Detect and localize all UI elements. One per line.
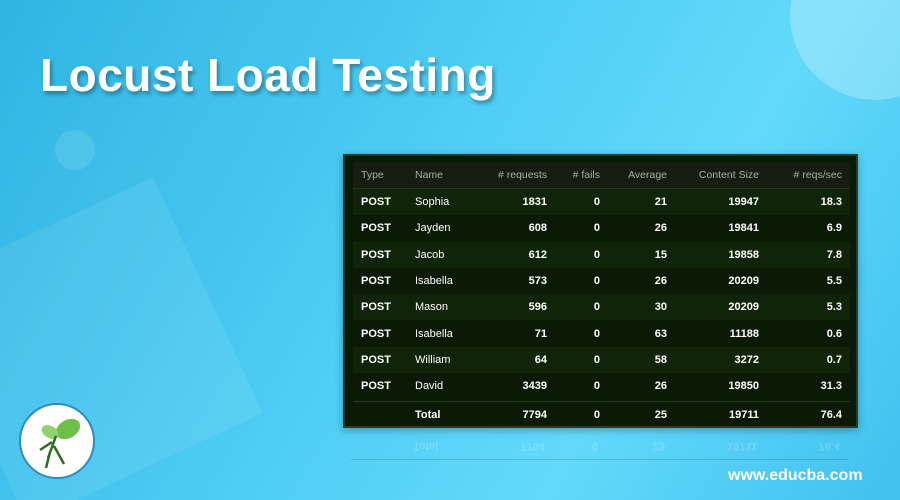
cell: 7.8	[826, 248, 842, 261]
cell: 20209	[728, 274, 759, 287]
table-row: POST Jacob 612 0 15 19858 7.8	[353, 241, 850, 268]
cell: 20209	[728, 301, 759, 314]
total-cell: 19711	[727, 440, 757, 452]
cell: 612	[528, 248, 547, 261]
cell: 0.6	[826, 327, 842, 340]
total-cell: 7794	[522, 409, 547, 422]
cell: 15	[654, 248, 667, 261]
table-row: POST Sophia 1831 0 21 19947 18.3	[353, 189, 850, 215]
cell: 19947	[728, 196, 759, 208]
total-cell: 19711	[729, 409, 759, 422]
cell: POST	[361, 222, 391, 235]
cell: 30	[654, 301, 667, 314]
cell: Jayden	[415, 222, 451, 235]
decor-circle	[55, 130, 95, 170]
decor-circle	[790, 0, 900, 100]
cell: POST	[361, 380, 391, 393]
total-cell: 25	[652, 440, 665, 452]
total-cell: 0	[593, 409, 600, 422]
cell: Mason	[415, 301, 449, 314]
cell: 64	[534, 353, 547, 366]
website: www.educba.com	[728, 467, 863, 484]
cell: 608	[528, 222, 547, 235]
cell: 18.3	[820, 196, 842, 208]
table: Type Name # requests # fails Average Content …	[343, 154, 858, 428]
total-row: Total 7794 0 25 19711 76.4	[351, 433, 848, 460]
cell: 19850	[728, 380, 759, 393]
cell: 11188	[729, 327, 759, 340]
cell: 0	[593, 301, 600, 314]
cell: 3439	[522, 380, 547, 393]
column-header: Name	[415, 169, 444, 181]
total-cell: Total	[415, 409, 441, 422]
title: Locust Load Testing	[40, 49, 496, 101]
table-row: POST David 3439 0 26 19850 31.3	[353, 373, 850, 400]
cell: POST	[361, 353, 391, 366]
cell: David	[415, 380, 444, 393]
total-cell: 0	[591, 440, 598, 452]
total-row: Total 7794 0 25 19711 76.4	[353, 401, 850, 428]
cell: Sophia	[415, 196, 450, 208]
cell: 0	[593, 222, 600, 235]
cell: 63	[654, 327, 667, 340]
total-cell: 25	[654, 409, 667, 422]
cell: 596	[528, 301, 547, 314]
cell: Isabella	[415, 274, 453, 287]
cell: 26	[654, 380, 667, 393]
cell: 26	[654, 222, 667, 235]
header-row: Type Name # requests # fails Average Content …	[353, 162, 850, 189]
cell: 31.3	[820, 380, 842, 393]
table-row: POST Mason 596 0 30 20209 5.3	[353, 294, 850, 321]
cell: 5.3	[826, 301, 842, 314]
total-cell: Total	[413, 440, 439, 452]
table-row: POST Isabella 573 0 26 20209 5.5	[353, 267, 850, 294]
cell: 19841	[728, 222, 759, 235]
cell: 0	[593, 327, 600, 340]
cell: 21	[654, 196, 667, 208]
column-header: Content Size	[698, 169, 759, 181]
table-row: POST Jayden 608 0 26 19841 6.9	[353, 215, 850, 242]
cell: William	[415, 353, 451, 366]
total-cell: 76.4	[818, 440, 840, 452]
cell: 58	[654, 353, 667, 366]
cell: 5.5	[826, 274, 842, 287]
table-reflection: Total 7794 0 25 19711 76.4	[343, 433, 858, 460]
cell: 0	[593, 248, 600, 261]
cell: 0	[593, 380, 600, 393]
column-header: Type	[361, 169, 384, 181]
table-row: POST Isabella 71 0 63 11188 0.6	[353, 320, 850, 347]
cell: 3272	[734, 353, 759, 366]
cell: 573	[528, 274, 547, 287]
cell: 0	[593, 196, 600, 208]
cell: POST	[361, 274, 391, 287]
cell: 71	[534, 327, 547, 340]
logo	[19, 403, 95, 479]
cell: POST	[361, 301, 391, 314]
cell: 0	[593, 274, 600, 287]
cell: POST	[361, 196, 391, 208]
column-header: Average	[628, 169, 667, 181]
cell: POST	[361, 248, 391, 261]
cell: Isabella	[415, 327, 453, 340]
table-row: POST William 64 0 58 3272 0.7	[353, 346, 850, 373]
cell: 6.9	[826, 222, 842, 235]
total-cell: 7794	[520, 440, 545, 452]
column-header: # fails	[572, 169, 600, 181]
cell: 26	[654, 274, 667, 287]
cell: 0.7	[826, 353, 842, 366]
total-cell: 76.4	[820, 409, 842, 422]
column-header: # reqs/sec	[793, 169, 842, 181]
cell: 19858	[728, 248, 759, 261]
cell: Jacob	[415, 248, 445, 261]
cell: 0	[593, 353, 600, 366]
column-header: # requests	[497, 169, 547, 181]
cell: POST	[361, 327, 391, 340]
cell: 1831	[522, 196, 547, 208]
